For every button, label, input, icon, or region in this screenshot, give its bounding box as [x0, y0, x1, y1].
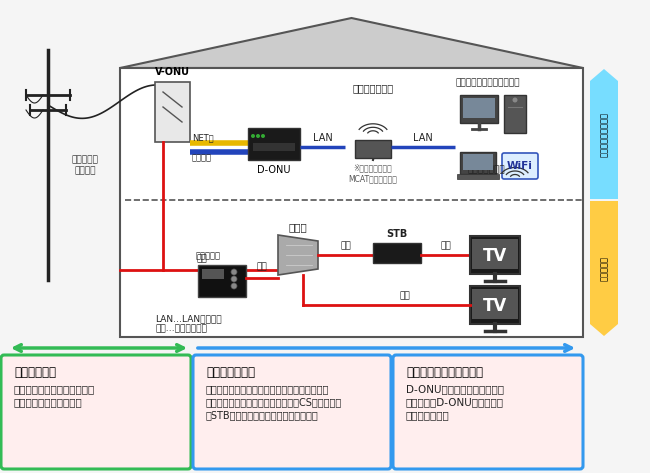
Text: 光ドロップ
ケーブル: 光ドロップ ケーブル — [72, 155, 98, 175]
Text: 同軸: 同軸 — [196, 254, 207, 263]
FancyBboxPatch shape — [470, 286, 520, 324]
FancyBboxPatch shape — [590, 201, 618, 324]
FancyBboxPatch shape — [463, 98, 495, 118]
Text: 同軸: 同軸 — [340, 241, 351, 250]
Text: パソコン・スマホ等の端末: パソコン・スマホ等の端末 — [456, 78, 520, 87]
Circle shape — [256, 134, 260, 138]
Text: V-ONU: V-ONU — [155, 67, 190, 77]
Text: 電柱から建物までケーブルを
引き込む屋外工事です。: 電柱から建物までケーブルを 引き込む屋外工事です。 — [14, 384, 96, 407]
FancyBboxPatch shape — [248, 128, 300, 160]
Polygon shape — [278, 235, 318, 275]
Polygon shape — [590, 324, 618, 336]
FancyBboxPatch shape — [120, 68, 583, 337]
Text: インターネット宅内工事: インターネット宅内工事 — [406, 366, 483, 379]
Circle shape — [231, 276, 237, 282]
Text: テレビ設備: テレビ設備 — [599, 256, 608, 281]
FancyBboxPatch shape — [155, 82, 190, 142]
FancyBboxPatch shape — [253, 143, 295, 151]
FancyBboxPatch shape — [202, 269, 224, 279]
Text: 電源供給機: 電源供給機 — [196, 251, 221, 260]
Text: WiFi: WiFi — [507, 161, 533, 171]
FancyBboxPatch shape — [1, 355, 191, 469]
Text: STB: STB — [386, 229, 408, 239]
Polygon shape — [590, 69, 618, 81]
FancyBboxPatch shape — [460, 152, 496, 174]
Text: LAN: LAN — [313, 133, 332, 143]
FancyBboxPatch shape — [502, 153, 538, 179]
Circle shape — [231, 269, 237, 275]
Text: TV: TV — [483, 247, 507, 265]
Text: NET用: NET用 — [192, 133, 214, 142]
Text: お客様ルーター: お客様ルーター — [352, 83, 393, 93]
Text: LAN…LANケーブル: LAN…LANケーブル — [155, 314, 222, 323]
Text: LAN: LAN — [413, 133, 433, 143]
FancyBboxPatch shape — [472, 239, 518, 269]
Text: 同軸: 同軸 — [257, 262, 267, 271]
Text: TV: TV — [483, 297, 507, 315]
Text: インターネット設備: インターネット設備 — [599, 112, 608, 157]
Text: テレビの宅内配線の元になる分配器へ接続しま
す。テレビ毎のチャンネル調整や、CS視聴の方に
はSTBというチューナーを設置します。: テレビの宅内配線の元になる分配器へ接続しま す。テレビ毎のチャンネル調整や、CS… — [206, 384, 343, 420]
Text: 光コード: 光コード — [192, 153, 212, 162]
Text: 同軸: 同軸 — [399, 291, 410, 300]
FancyBboxPatch shape — [590, 81, 618, 199]
Circle shape — [251, 134, 255, 138]
Text: ※お客様でご用意
MCATでも販売あり: ※お客様でご用意 MCATでも販売あり — [348, 163, 397, 183]
Circle shape — [231, 283, 237, 289]
FancyBboxPatch shape — [373, 243, 421, 263]
FancyBboxPatch shape — [355, 140, 391, 158]
Circle shape — [512, 97, 517, 103]
FancyBboxPatch shape — [457, 174, 499, 179]
Circle shape — [261, 134, 265, 138]
Text: 同軸: 同軸 — [441, 241, 451, 250]
Text: D-ONU: D-ONU — [257, 165, 291, 175]
FancyBboxPatch shape — [460, 95, 498, 123]
Text: 引き込み工事: 引き込み工事 — [14, 366, 56, 379]
Text: 分配器: 分配器 — [289, 222, 307, 232]
Text: ノートパソコン: ノートパソコン — [468, 165, 506, 174]
FancyBboxPatch shape — [193, 355, 391, 469]
FancyBboxPatch shape — [504, 95, 526, 133]
Text: D-ONU設置場所までケーブル
を配線し、D-ONU設置までを
行う工事です。: D-ONU設置場所までケーブル を配線し、D-ONU設置までを 行う工事です。 — [406, 384, 504, 420]
Text: テレビ宅内工事: テレビ宅内工事 — [206, 366, 255, 379]
FancyBboxPatch shape — [393, 355, 583, 469]
Polygon shape — [120, 18, 583, 68]
FancyBboxPatch shape — [472, 289, 518, 319]
FancyBboxPatch shape — [198, 265, 246, 297]
FancyBboxPatch shape — [463, 154, 493, 170]
Text: 同軸…同軸ケーブル: 同軸…同軸ケーブル — [155, 324, 207, 333]
FancyBboxPatch shape — [470, 236, 520, 274]
